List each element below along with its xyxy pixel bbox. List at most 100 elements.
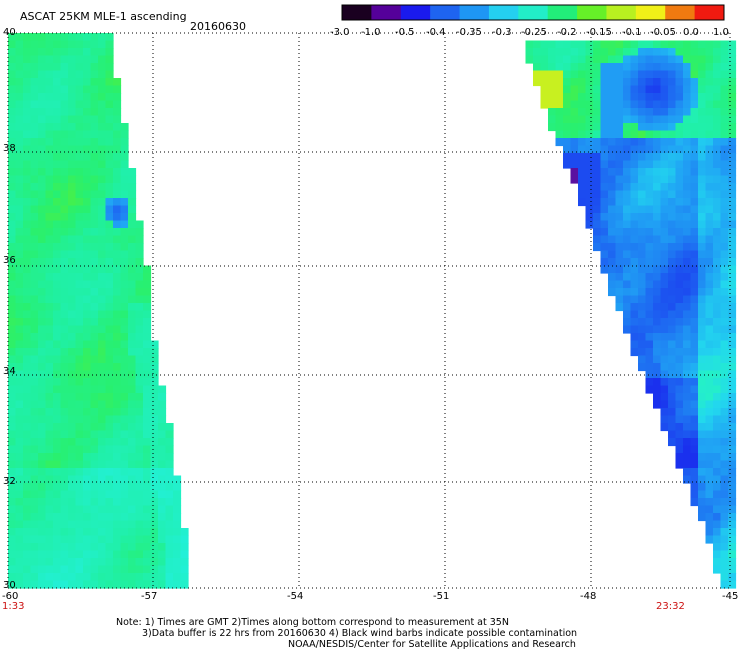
map-cell [128,198,137,207]
map-cell [728,520,737,529]
map-cell [60,513,69,522]
map-cell [660,393,669,402]
map-cell [143,355,152,364]
map-cell [608,63,617,72]
map-cell [105,468,114,477]
map-cell [68,310,77,319]
map-cell [38,340,47,349]
map-cell [15,325,24,334]
footer-note-1: Note: 1) Times are GMT 2)Times along bot… [116,617,509,628]
map-cell [713,168,722,177]
map-cell [105,130,114,139]
map-cell [645,340,654,349]
map-cell [668,325,677,334]
map-cell [23,295,32,304]
map-cell [75,363,84,372]
map-cell [653,183,662,192]
map-cell [135,378,144,387]
map-cell [698,460,707,469]
map-cell [713,543,722,552]
map-cell [143,438,152,447]
map-cell [45,573,54,582]
map-cell [720,190,729,199]
map-cell [150,528,159,537]
map-cell [38,430,47,439]
map-cell [75,423,84,432]
map-cell [653,363,662,372]
map-cell [578,48,587,57]
map-cell [68,535,77,544]
map-cell [98,528,107,537]
map-cell [540,48,549,57]
map-cell [135,288,144,297]
map-cell [23,258,32,267]
map-cell [668,228,677,237]
map-cell [30,183,39,192]
map-cell [90,558,99,567]
map-cell [83,475,92,484]
map-cell [60,145,69,154]
map-cell [143,423,152,432]
map-cell [90,205,99,214]
map-cell [23,303,32,312]
map-cell [23,340,32,349]
map-cell [653,333,662,342]
map-cell [135,220,144,229]
map-cell [713,145,722,154]
map-cell [75,528,84,537]
map-cell [128,460,137,469]
map-cell [698,63,707,72]
map-cell [83,100,92,109]
map-cell [698,190,707,199]
map-cell [683,250,692,259]
map-cell [720,198,729,207]
map-cell [615,243,624,252]
map-cell [60,558,69,567]
map-cell [675,288,684,297]
map-cell [578,70,587,79]
map-cell [68,303,77,312]
map-cell [45,460,54,469]
map-cell [83,573,92,582]
map-cell [615,175,624,184]
map-cell [30,573,39,582]
map-cell [173,550,182,559]
map-cell [720,100,729,109]
map-cell [713,550,722,559]
map-cell [120,138,129,147]
map-cell [623,183,632,192]
map-cell [683,40,692,49]
map-cell [60,445,69,454]
map-cell [105,573,114,582]
map-cell [638,115,647,124]
map-cell [105,550,114,559]
map-cell [158,550,167,559]
map-cell [23,543,32,552]
map-cell [8,235,17,244]
map-cell [75,213,84,222]
map-cell [683,273,692,282]
map-cell [660,55,669,64]
map-cell [15,423,24,432]
map-cell [8,198,17,207]
map-cell [45,198,54,207]
map-cell [105,558,114,567]
map-cell [90,78,99,87]
map-cell [105,475,114,484]
map-cell [75,85,84,94]
map-cell [578,93,587,102]
map-cell [105,520,114,529]
map-cell [668,93,677,102]
map-cell [23,385,32,394]
map-cell [525,48,534,57]
map-cell [8,490,17,499]
lon-label: -54 [287,591,304,602]
map-cell [675,100,684,109]
map-cell [8,303,17,312]
map-cell [683,190,692,199]
map-cell [83,460,92,469]
map-cell [135,303,144,312]
map-cell [8,438,17,447]
map-cell [38,475,47,484]
map-cell [105,288,114,297]
